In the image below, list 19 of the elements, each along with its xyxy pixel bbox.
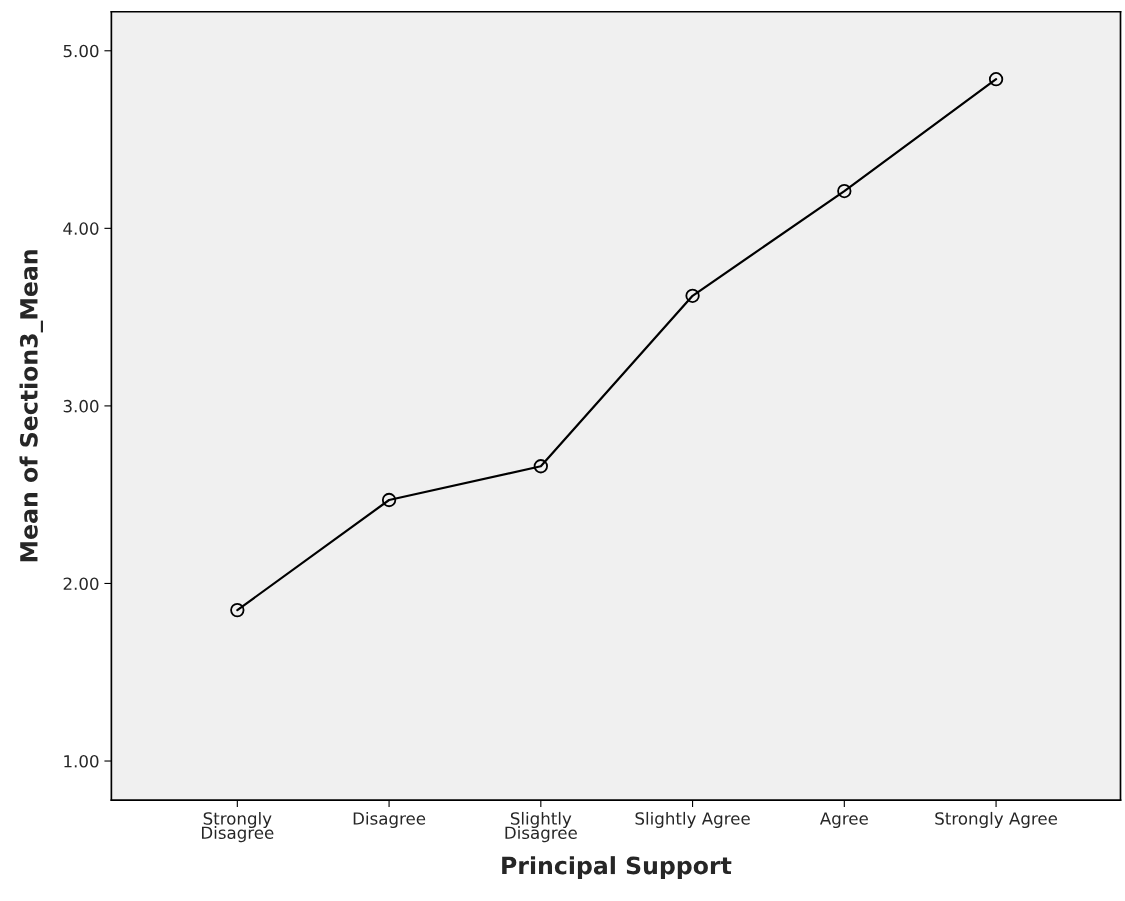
- y-tick-label: 2.00: [63, 577, 99, 591]
- y-tick-label: 4.00: [63, 222, 99, 235]
- y-tick-label: 1.00: [64, 754, 99, 768]
- y-axis-title: Mean of Section3_Mean: [19, 250, 44, 562]
- point: [988, 72, 1004, 87]
- x-axis-title: Principal Support: [502, 856, 732, 879]
- x-tick-label: Agree: [819, 812, 868, 829]
- point: [533, 459, 548, 474]
- x-tick-label: Slightly Disagree: [505, 811, 577, 843]
- x-tick-label: Strongly Disagree: [202, 811, 274, 843]
- y-tick-label: 5.00: [63, 44, 99, 58]
- x-tick-label: Disagree: [353, 811, 426, 829]
- point: [685, 288, 700, 303]
- y-tick-label: 3.00: [63, 399, 99, 413]
- point: [230, 602, 245, 618]
- point: [381, 492, 397, 508]
- x-tick-label: Slightly Agree: [635, 811, 750, 829]
- x-tick-label: Strongly Agree: [935, 811, 1058, 829]
- point: [837, 183, 852, 199]
